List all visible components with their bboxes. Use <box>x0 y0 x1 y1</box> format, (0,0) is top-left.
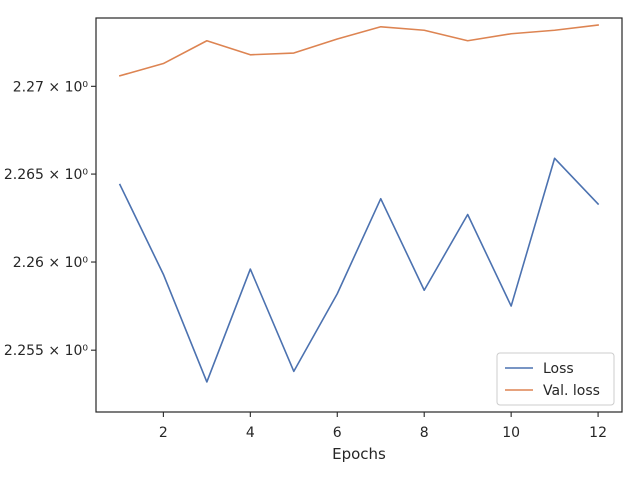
x-tick-label: 4 <box>246 425 255 441</box>
x-axis-label: Epochs <box>332 445 386 463</box>
legend: Loss Val. loss <box>496 352 615 406</box>
axes-frame <box>95 17 623 413</box>
series-line-0 <box>118 157 600 383</box>
x-tick-label: 6 <box>333 425 342 441</box>
y-axis-ticks: 2.255 × 10⁰ 2.26 × 10⁰ 2.265 × 10⁰ 2.27 × 1… <box>4 79 96 359</box>
x-tick-label: 12 <box>589 425 607 441</box>
x-tick-label: 2 <box>159 425 168 441</box>
y-tick-label: 2.265 × 10⁰ <box>4 167 89 183</box>
legend-label-1: Val. loss <box>543 383 600 399</box>
legend-label-0: Loss <box>543 361 574 377</box>
series-line-1 <box>118 24 599 77</box>
y-tick-label: 2.255 × 10⁰ <box>4 343 89 359</box>
legend-box <box>496 352 615 406</box>
x-tick-label: 8 <box>420 425 429 441</box>
x-axis-ticks: 2 4 6 8 10 12 <box>159 412 607 441</box>
x-tick-label: 10 <box>502 425 520 441</box>
y-tick-label: 2.26 × 10⁰ <box>13 255 89 271</box>
series-layer <box>118 24 600 383</box>
y-tick-label: 2.27 × 10⁰ <box>13 79 89 95</box>
